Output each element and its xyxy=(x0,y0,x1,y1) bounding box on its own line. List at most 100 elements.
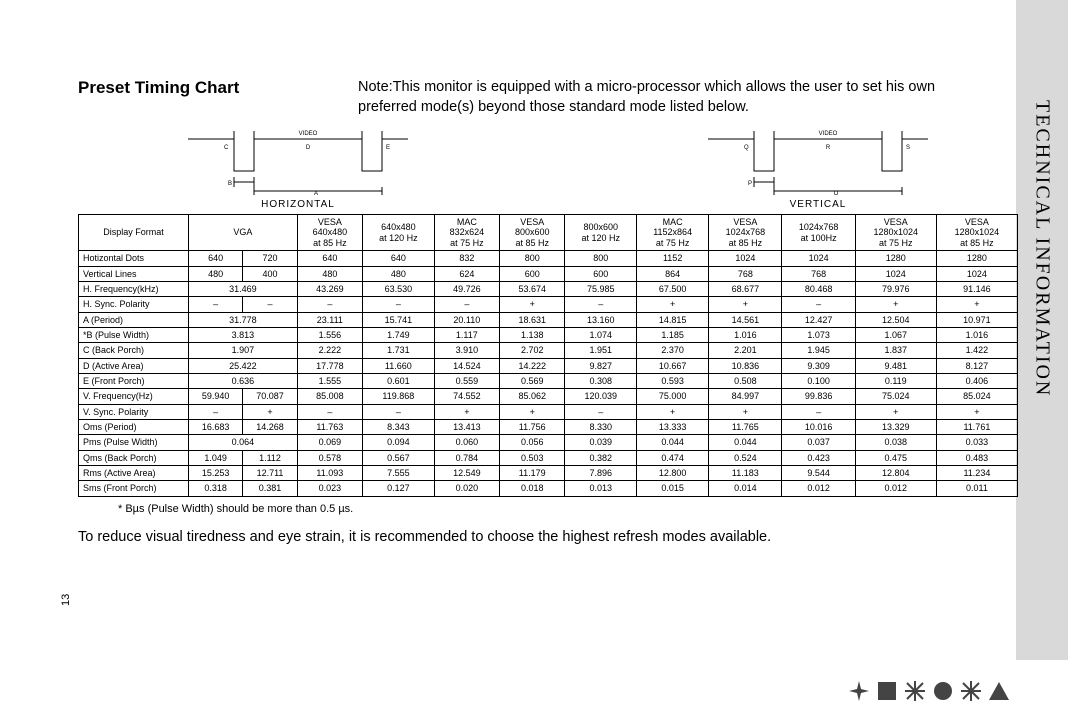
cell: 120.039 xyxy=(565,389,637,404)
cell: – xyxy=(565,404,637,419)
bottom-note: To reduce visual tiredness and eye strai… xyxy=(78,529,1038,545)
row-label: C (Back Porch) xyxy=(79,343,189,358)
header-display-format: Display Format xyxy=(79,215,189,251)
cell: 7.555 xyxy=(363,465,435,480)
column-header: VESA1280x1024at 75 Hz xyxy=(855,215,936,251)
cell: 400 xyxy=(243,266,297,281)
cell: 0.508 xyxy=(709,373,782,388)
vertical-label: VERTICAL xyxy=(708,199,928,210)
cell: + xyxy=(637,297,709,312)
table-row: H. Frequency(kHz)31.46943.26963.53049.72… xyxy=(79,281,1018,296)
cell: 3.813 xyxy=(189,327,298,342)
column-header: MAC1152x864at 75 Hz xyxy=(637,215,709,251)
vertical-diagram: VIDEO Q R S P O VERTICAL xyxy=(708,125,928,210)
row-label: Pms (Pulse Width) xyxy=(79,435,189,450)
cell: 13.333 xyxy=(637,419,709,434)
cell: 63.530 xyxy=(363,281,435,296)
cell: 43.269 xyxy=(297,281,362,296)
cell: 7.896 xyxy=(565,465,637,480)
cell: + xyxy=(709,404,782,419)
cell: 0.060 xyxy=(434,435,499,450)
cell: + xyxy=(855,297,936,312)
cell: 75.985 xyxy=(565,281,637,296)
cell: 20.110 xyxy=(434,312,499,327)
cell: + xyxy=(936,404,1017,419)
cell: 0.127 xyxy=(363,481,435,496)
cell: 600 xyxy=(500,266,565,281)
cell: 85.062 xyxy=(500,389,565,404)
asterisk-icon xyxy=(904,680,926,702)
cell: 0.023 xyxy=(297,481,362,496)
page-title: Preset Timing Chart xyxy=(78,78,358,98)
cell: 23.111 xyxy=(297,312,362,327)
cell: 70.087 xyxy=(243,389,297,404)
svg-text:E: E xyxy=(386,145,390,151)
cell: 0.474 xyxy=(637,450,709,465)
svg-text:VIDEO: VIDEO xyxy=(299,131,318,137)
cell: 1.185 xyxy=(637,327,709,342)
cell: 1024 xyxy=(936,266,1017,281)
table-row: *B (Pulse Width)3.8131.5561.7491.1171.13… xyxy=(79,327,1018,342)
cell: 2.702 xyxy=(500,343,565,358)
cell: 14.561 xyxy=(709,312,782,327)
cell: 1.112 xyxy=(243,450,297,465)
cell: 99.836 xyxy=(782,389,855,404)
cell: 1.117 xyxy=(434,327,499,342)
cell: 9.827 xyxy=(565,358,637,373)
cell: 0.100 xyxy=(782,373,855,388)
cell: 0.318 xyxy=(189,481,243,496)
cell: 800 xyxy=(565,251,637,266)
triangle-icon xyxy=(988,680,1010,702)
cell: 1.074 xyxy=(565,327,637,342)
cell: 0.381 xyxy=(243,481,297,496)
cell: 0.636 xyxy=(189,373,298,388)
cell: 14.268 xyxy=(243,419,297,434)
table-row: Hotizontal Dots6407206406408328008001152… xyxy=(79,251,1018,266)
cell: 0.013 xyxy=(565,481,637,496)
table-row: A (Period)31.77823.11115.74120.11018.631… xyxy=(79,312,1018,327)
cell: 68.677 xyxy=(709,281,782,296)
horizontal-diagram: VIDEO C D E B A HORIZONTAL xyxy=(188,125,408,210)
cell: 8.330 xyxy=(565,419,637,434)
cell: 0.308 xyxy=(565,373,637,388)
cell: 8.343 xyxy=(363,419,435,434)
column-header: VESA800x600at 85 Hz xyxy=(500,215,565,251)
table-row: Vertical Lines48040048048062460060086476… xyxy=(79,266,1018,281)
plus-icon xyxy=(848,680,870,702)
cell: 0.784 xyxy=(434,450,499,465)
horizontal-label: HORIZONTAL xyxy=(188,199,408,210)
cell: 53.674 xyxy=(500,281,565,296)
cell: 2.370 xyxy=(637,343,709,358)
cell: 85.024 xyxy=(936,389,1017,404)
column-header: VESA1280x1024at 85 Hz xyxy=(936,215,1017,251)
cell: 11.761 xyxy=(936,419,1017,434)
cell: 12.549 xyxy=(434,465,499,480)
timing-diagrams: VIDEO C D E B A HORIZONTAL xyxy=(188,125,1038,210)
cell: 15.253 xyxy=(189,465,243,480)
cell: 84.997 xyxy=(709,389,782,404)
cell: 25.422 xyxy=(189,358,298,373)
row-label: D (Active Area) xyxy=(79,358,189,373)
cell: 3.910 xyxy=(434,343,499,358)
cell: 9.544 xyxy=(782,465,855,480)
cell: 75.000 xyxy=(637,389,709,404)
cell: 0.014 xyxy=(709,481,782,496)
cell: 17.778 xyxy=(297,358,362,373)
cell: 832 xyxy=(434,251,499,266)
cell: 1.556 xyxy=(297,327,362,342)
footnote: * Bµs (Pulse Width) should be more than … xyxy=(118,503,1038,515)
cell: 0.037 xyxy=(782,435,855,450)
cell: 79.976 xyxy=(855,281,936,296)
cell: 1.049 xyxy=(189,450,243,465)
circle-icon xyxy=(932,680,954,702)
svg-text:R: R xyxy=(826,145,831,151)
cell: 1.945 xyxy=(782,343,855,358)
cell: + xyxy=(936,297,1017,312)
row-label: A (Period) xyxy=(79,312,189,327)
cell: 10.971 xyxy=(936,312,1017,327)
cell: 11.234 xyxy=(936,465,1017,480)
cell: 1024 xyxy=(782,251,855,266)
cell: 13.160 xyxy=(565,312,637,327)
row-label: Qms (Back Porch) xyxy=(79,450,189,465)
cell: 0.069 xyxy=(297,435,362,450)
